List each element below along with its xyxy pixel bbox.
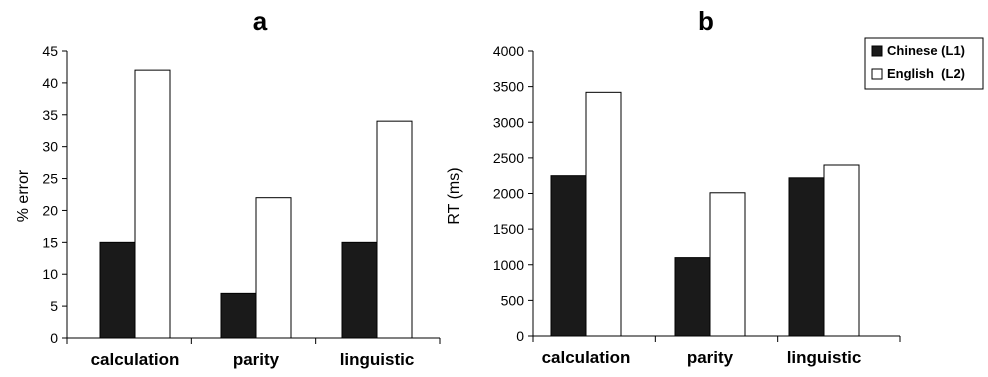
panel-a-plot: 0 5 10 15 20 25 30 35 40 45 calculation parity lingu…	[42, 43, 441, 369]
panel-b-y-tick-label: 4000	[493, 43, 524, 59]
panel-a-y-axis-label: % error	[15, 169, 32, 222]
panel-b-plot: 0 500 1000 1500 2000 2500 3000 3500 4000 calculat…	[493, 43, 901, 367]
panel-b-bar-parity-chinese	[674, 257, 711, 337]
panel-a-y-tick-label: 5	[50, 298, 58, 314]
panel-b-y-tick-label: 3500	[493, 79, 524, 95]
panel-a-y-tick-label: 15	[42, 234, 58, 250]
legend-label-chinese: Chinese (L1)	[887, 43, 965, 58]
panel-a-category-label-linguistic: linguistic	[340, 350, 415, 369]
panel-b-y-axis-label: RT (ms)	[446, 167, 463, 224]
panel-a-y-tick-label: 45	[42, 43, 58, 59]
panel-a: a % error 0 5 10 15 20 25 30 35 40 45 calculation p…	[15, 6, 441, 369]
panel-b-y-tick-label: 0	[516, 328, 524, 344]
panel-b-bar-linguistic-chinese	[788, 177, 825, 337]
legend-box	[864, 37, 984, 90]
panel-a-bar-parity-chinese	[220, 292, 257, 339]
panel-a-category-label-calculation: calculation	[91, 350, 180, 369]
panel-a-title: a	[253, 6, 268, 36]
panel-a-bar-calculation-english	[134, 69, 171, 339]
panel-a-category-label-parity: parity	[233, 350, 280, 369]
panel-b-y-tick-label: 500	[501, 292, 525, 308]
panel-b-bar-linguistic-english	[823, 164, 860, 337]
panel-b-bar-parity-english	[709, 192, 746, 337]
panel-b-category-label-calculation: calculation	[542, 348, 631, 367]
panel-a-y-tick-label: 30	[42, 139, 58, 155]
panel-a-bar-parity-english	[255, 197, 292, 339]
panel-a-y-tick-label: 10	[42, 266, 58, 282]
panel-a-bar-linguistic-chinese	[341, 241, 378, 339]
panel-b-bar-calculation-chinese	[550, 175, 587, 337]
panel-a-y-tick-label: 40	[42, 75, 58, 91]
panel-b-y-tick-label: 3000	[493, 114, 524, 130]
panel-a-bar-linguistic-english	[376, 120, 413, 339]
panel-b-y-tick-label: 2000	[493, 186, 524, 202]
panel-a-y-tick-label: 25	[42, 171, 58, 187]
panel-a-y-tick-label: 0	[50, 330, 58, 346]
panel-b-y-tick-label: 2500	[493, 150, 524, 166]
panel-b-category-label-parity: parity	[687, 348, 734, 367]
legend: Chinese (L1) English (L2)	[864, 37, 984, 90]
panel-b-bar-calculation-english	[585, 91, 622, 337]
panel-b-category-label-linguistic: linguistic	[787, 348, 862, 367]
panel-b-y-tick-label: 1500	[493, 221, 524, 237]
panel-b: b RT (ms) 0 500 1000 1500 2000 2500 3000 3500 40…	[446, 6, 901, 367]
panel-a-y-tick-label: 20	[42, 202, 58, 218]
panel-a-y-tick-label: 35	[42, 107, 58, 123]
legend-label-english: English (L2)	[887, 66, 965, 81]
panel-b-y-tick-label: 1000	[493, 257, 524, 273]
panel-b-title: b	[698, 6, 714, 36]
legend-swatch-english	[871, 68, 883, 80]
panel-a-bar-calculation-chinese	[99, 241, 136, 339]
legend-swatch-chinese	[871, 45, 883, 57]
